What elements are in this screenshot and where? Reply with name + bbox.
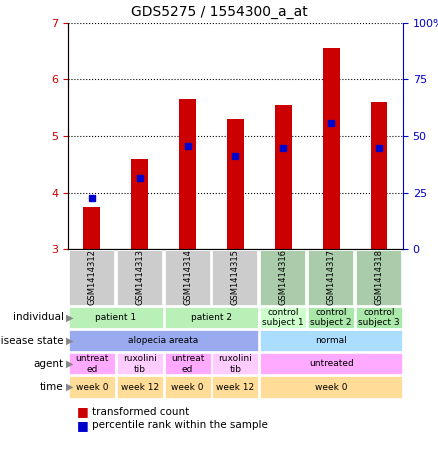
Bar: [165, 250, 209, 305]
Bar: [165, 353, 211, 375]
Text: GSM1414318: GSM1414318: [374, 250, 384, 305]
Bar: [308, 307, 354, 328]
Text: agent: agent: [33, 359, 64, 369]
Bar: [69, 307, 162, 328]
Bar: [69, 250, 114, 305]
Text: GSM1414316: GSM1414316: [279, 250, 288, 305]
Text: individual: individual: [13, 313, 64, 323]
Text: untreat
ed: untreat ed: [171, 354, 204, 374]
Bar: [260, 353, 402, 375]
Text: normal: normal: [315, 336, 347, 345]
Bar: [212, 250, 258, 305]
Text: GSM1414313: GSM1414313: [135, 250, 144, 305]
Text: ▶: ▶: [66, 359, 73, 369]
Text: week 0: week 0: [76, 382, 108, 391]
Text: ▶: ▶: [66, 382, 73, 392]
Text: week 0: week 0: [315, 382, 347, 391]
Text: GSM1414317: GSM1414317: [327, 250, 336, 305]
Text: transformed count: transformed count: [92, 406, 189, 417]
Bar: [260, 307, 306, 328]
Text: control
subject 1: control subject 1: [262, 308, 304, 327]
Bar: [275, 105, 292, 249]
Text: disease state: disease state: [0, 336, 64, 346]
Bar: [84, 207, 100, 249]
Bar: [356, 250, 401, 305]
Bar: [69, 353, 115, 375]
Bar: [212, 376, 258, 398]
Bar: [356, 307, 402, 328]
Text: week 0: week 0: [171, 382, 204, 391]
Bar: [323, 48, 339, 249]
Text: ■: ■: [77, 419, 88, 432]
Text: GSM1414314: GSM1414314: [183, 250, 192, 305]
Bar: [212, 353, 258, 375]
Bar: [308, 250, 353, 305]
Bar: [371, 102, 387, 249]
Bar: [227, 119, 244, 249]
Text: untreat
ed: untreat ed: [75, 354, 109, 374]
Text: ruxolini
tib: ruxolini tib: [123, 354, 156, 374]
Text: GSM1414315: GSM1414315: [231, 250, 240, 305]
Bar: [117, 376, 162, 398]
Bar: [69, 376, 115, 398]
Text: patient 2: patient 2: [191, 313, 232, 322]
Bar: [131, 159, 148, 249]
Bar: [165, 376, 211, 398]
Text: untreated: untreated: [309, 359, 353, 368]
Bar: [117, 250, 162, 305]
Text: ■: ■: [77, 405, 88, 418]
Bar: [260, 330, 402, 351]
Text: GDS5275 / 1554300_a_at: GDS5275 / 1554300_a_at: [131, 5, 307, 19]
Bar: [117, 353, 162, 375]
Text: ▶: ▶: [66, 336, 73, 346]
Text: ▶: ▶: [66, 313, 73, 323]
Bar: [69, 330, 258, 351]
Text: control
subject 2: control subject 2: [311, 308, 352, 327]
Text: time: time: [40, 382, 64, 392]
Text: control
subject 3: control subject 3: [358, 308, 400, 327]
Bar: [179, 99, 196, 249]
Bar: [260, 376, 402, 398]
Text: GSM1414312: GSM1414312: [87, 250, 96, 305]
Text: ruxolini
tib: ruxolini tib: [219, 354, 252, 374]
Text: week 12: week 12: [120, 382, 159, 391]
Bar: [165, 307, 258, 328]
Text: patient 1: patient 1: [95, 313, 136, 322]
Text: percentile rank within the sample: percentile rank within the sample: [92, 420, 268, 430]
Text: week 12: week 12: [216, 382, 254, 391]
Bar: [260, 250, 305, 305]
Text: alopecia areata: alopecia areata: [128, 336, 199, 345]
